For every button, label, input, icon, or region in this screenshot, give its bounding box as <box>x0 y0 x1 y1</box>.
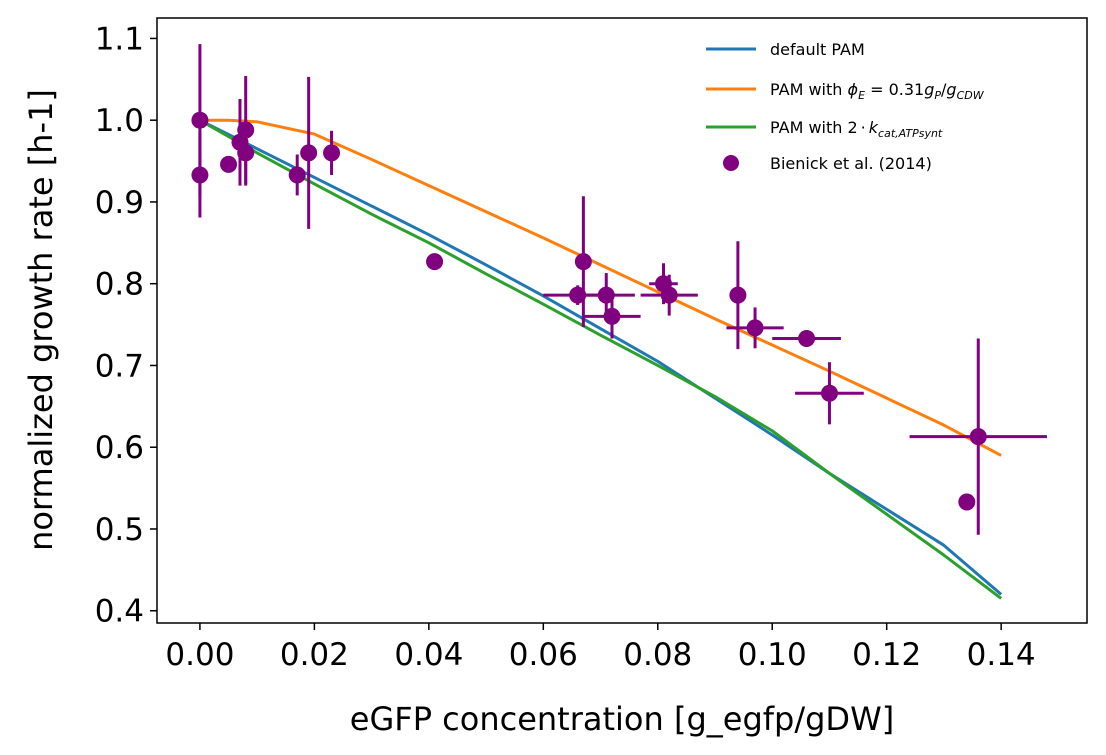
data-point-marker <box>426 253 444 271</box>
data-point-marker <box>288 166 306 184</box>
x-axis: 0.00 0.02 0.04 0.06 0.08 0.10 0.12 0.14 <box>165 623 1036 673</box>
data-point-marker <box>237 144 255 162</box>
x-tick-label-5: 0.10 <box>738 637 807 673</box>
series-line-0 <box>199 118 1003 596</box>
y-tick-label-6: 1.0 <box>95 103 144 139</box>
data-point-17 <box>726 307 784 349</box>
legend-label-default-pam: default PAM <box>770 40 865 59</box>
y-tick-label-4: 0.8 <box>95 267 144 303</box>
legend: default PAM PAM with ϕE = 0.31gP/gCDW PA… <box>706 40 985 173</box>
x-tick-label-2: 0.04 <box>394 637 463 673</box>
y-axis: 0.4 0.5 0.6 0.7 0.8 0.9 1.0 1.1 <box>95 21 157 630</box>
x-tick-label-7: 0.14 <box>967 637 1036 673</box>
data-point-marker <box>958 493 976 511</box>
y-tick-label-2: 0.6 <box>95 430 144 466</box>
data-point-9 <box>426 253 444 271</box>
data-point-marker <box>603 307 621 325</box>
data-point-marker <box>323 144 341 162</box>
data-point-marker <box>969 428 987 446</box>
data-point-21 <box>909 338 1047 535</box>
data-point-marker <box>798 329 816 347</box>
data-point-7 <box>300 76 318 229</box>
series-line-2 <box>199 118 1003 600</box>
data-point-2 <box>220 155 238 173</box>
data-point-12 <box>577 273 635 318</box>
x-tick-label-0: 0.00 <box>165 637 234 673</box>
data-point-1 <box>191 132 209 218</box>
x-tick-label-6: 0.12 <box>852 637 921 673</box>
data-point-marker <box>729 286 747 304</box>
x-tick-label-4: 0.08 <box>623 637 692 673</box>
legend-swatch-bienick <box>723 155 739 171</box>
data-point-marker <box>191 111 209 129</box>
x-tick-label-1: 0.02 <box>280 637 349 673</box>
y-tick-label-0: 0.4 <box>95 594 144 630</box>
data-point-marker <box>746 319 764 337</box>
y-tick-label-1: 0.5 <box>95 512 144 548</box>
legend-label-bienick: Bienick et al. (2014) <box>770 154 932 173</box>
x-tick-label-3: 0.06 <box>509 637 578 673</box>
data-point-15 <box>640 274 698 316</box>
data-point-marker <box>660 286 678 304</box>
data-point-marker <box>191 166 209 184</box>
series-line-1 <box>199 118 1002 457</box>
data-point-18 <box>772 329 841 347</box>
plot-frame <box>156 17 1088 624</box>
y-tick-label-7: 1.1 <box>95 21 144 57</box>
data-point-13 <box>583 294 641 339</box>
chart-marks <box>191 44 1047 600</box>
legend-label-pam-phi: PAM with ϕE = 0.31gP/gCDW <box>770 80 985 102</box>
x-axis-label: eGFP concentration [g_egfp/gDW] <box>350 700 894 738</box>
data-point-marker <box>220 155 238 173</box>
y-tick-label-3: 0.7 <box>95 348 144 384</box>
data-point-5 <box>237 120 255 186</box>
data-point-marker <box>574 253 592 271</box>
data-point-marker <box>820 384 838 402</box>
data-point-16 <box>729 241 747 350</box>
legend-label-pam-kcat: PAM with 2 · kcat,ATPsynt <box>770 118 943 140</box>
data-point-8 <box>323 130 341 175</box>
data-point-marker <box>300 144 318 162</box>
y-axis-label: normalized growth rate [h-1] <box>22 89 60 551</box>
data-point-20 <box>958 493 976 511</box>
data-point-19 <box>795 362 864 425</box>
y-tick-label-5: 0.9 <box>95 185 144 221</box>
data-point-11 <box>574 196 592 328</box>
data-point-6 <box>288 154 306 196</box>
